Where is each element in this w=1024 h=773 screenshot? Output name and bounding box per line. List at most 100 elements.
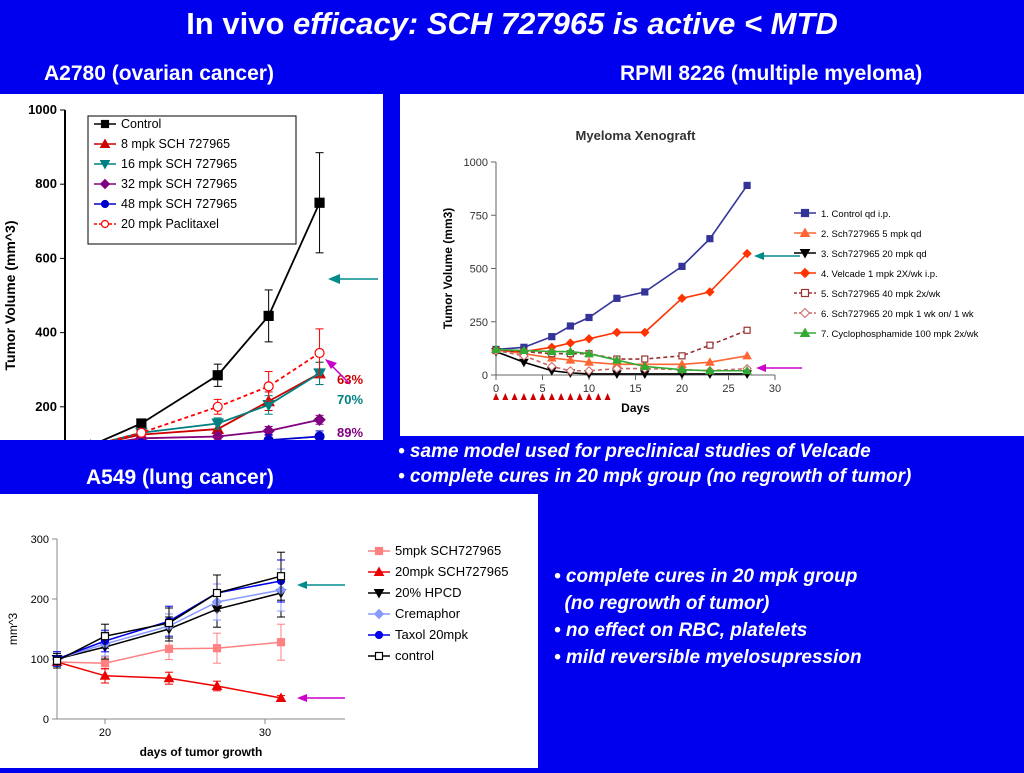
chart-title: Myeloma Xenograft: [576, 128, 697, 143]
data-point: [100, 219, 110, 229]
x-tick-label: 30: [769, 383, 781, 395]
legend-entry: 48 mpk SCH 727965: [121, 197, 237, 211]
data-point: [314, 347, 325, 359]
dosing-marker: [520, 393, 527, 400]
series-line: [495, 348, 748, 366]
data-point: [800, 208, 810, 218]
chart-a549: 0 100 200 300 20 30 days of tumor growth mm^3 5m…: [6, 534, 508, 759]
y-tick-label: 400: [35, 325, 57, 340]
teal-arrow-head: [297, 581, 307, 589]
data-point: [640, 327, 650, 338]
y-tick-label: 600: [35, 250, 57, 265]
x-axis-label: days of tumor growth: [140, 745, 263, 759]
data-point: [374, 630, 384, 640]
data-point: [373, 608, 385, 620]
label-rpmi: RPMI 8226 (multiple myeloma): [620, 62, 923, 85]
x-tick-label: 20: [676, 383, 688, 395]
legend-entry: 8 mpk SCH 727965: [121, 137, 230, 151]
x-tick-label: 15: [629, 383, 641, 395]
legend-entry: 3. Sch727965 20 mpk qd: [821, 249, 927, 260]
data-point: [612, 355, 622, 364]
data-point: [678, 262, 686, 270]
data-point: [799, 227, 811, 237]
legend-entry: 4. Velcade 1 mpk 2X/wk i.p.: [821, 269, 938, 280]
y-tick-label: 0: [482, 370, 488, 382]
annotation: 63%: [337, 372, 363, 387]
slide-title-plain: In vivo: [186, 6, 293, 41]
data-point: [136, 427, 147, 438]
data-point: [743, 326, 751, 334]
data-point: [100, 659, 110, 668]
legend-entry: 20 mpk Paclitaxel: [121, 217, 219, 231]
data-point: [164, 644, 174, 653]
annotation: 70%: [337, 392, 363, 407]
bullet-item: (no regrowth of tumor): [554, 593, 770, 614]
data-point: [565, 338, 576, 348]
legend-entry: control: [395, 648, 434, 663]
data-point: [743, 181, 751, 190]
magenta-arrow-head: [297, 694, 307, 702]
data-point: [373, 566, 385, 576]
bullet-item: • mild reversible myelosupression: [554, 647, 862, 668]
data-point: [99, 160, 111, 170]
x-tick-label: 0: [493, 383, 499, 395]
data-point: [742, 365, 752, 375]
y-tick-label: 300: [31, 534, 49, 546]
data-point: [491, 344, 501, 353]
dosing-marker: [502, 393, 509, 400]
data-point: [565, 346, 576, 356]
series-line: [495, 348, 748, 372]
data-point: [163, 672, 175, 683]
data-point: [276, 638, 286, 647]
data-point: [263, 381, 274, 392]
bullet-item: • no effect on RBC, platelets: [554, 620, 808, 641]
data-point: [212, 588, 222, 598]
y-tick-label: 200: [31, 594, 49, 606]
data-point: [100, 119, 110, 129]
data-point: [566, 322, 574, 330]
bullets-top: • same model used for preclinical studie…: [398, 441, 911, 491]
series-line: [495, 184, 748, 351]
x-tick-label: 5: [539, 383, 545, 395]
data-point: [374, 651, 384, 661]
data-point: [99, 138, 111, 148]
data-point: [584, 366, 594, 376]
magenta-arrow: [329, 363, 351, 385]
data-point: [584, 348, 594, 358]
data-point: [212, 401, 223, 412]
teal-arrow-head: [754, 252, 764, 260]
dosing-marker: [539, 393, 546, 400]
data-point: [276, 572, 286, 581]
dosing-marker: [511, 393, 518, 400]
bullets-bottom: • complete cures in 20 mpk group (no reg…: [554, 563, 862, 671]
data-point: [100, 199, 110, 209]
bullet-item: • complete cures in 20 mpk group (no reg…: [398, 466, 912, 487]
data-point: [677, 293, 687, 304]
data-point: [211, 418, 225, 431]
x-tick-label: 20: [99, 727, 111, 739]
legend-entry: 32 mpk SCH 727965: [121, 177, 237, 191]
data-point: [799, 327, 811, 337]
data-point: [275, 692, 287, 702]
teal-arrow-head: [328, 274, 340, 284]
data-point: [800, 288, 810, 298]
data-point: [374, 546, 384, 556]
data-point: [585, 313, 593, 322]
data-point: [99, 670, 111, 680]
dosing-marker: [548, 393, 555, 400]
y-tick-label: 750: [470, 210, 488, 222]
legend-entry: 5. Sch727965 40 mpk 2x/wk: [821, 289, 941, 300]
data-point: [100, 632, 110, 641]
data-point: [705, 287, 715, 297]
y-tick-label: 100: [31, 654, 49, 666]
data-point: [565, 355, 576, 364]
data-point: [212, 370, 223, 381]
panel-a2780: 020040060080010000246810DaysTumor Volume…: [0, 94, 383, 523]
x-axis-label: Days: [621, 401, 650, 415]
dosing-marker: [567, 393, 574, 400]
series-line: [495, 350, 748, 375]
data-point: [612, 363, 622, 374]
y-axis-label: mm^3: [6, 613, 20, 646]
dosing-marker: [493, 393, 499, 400]
data-point: [705, 365, 715, 375]
